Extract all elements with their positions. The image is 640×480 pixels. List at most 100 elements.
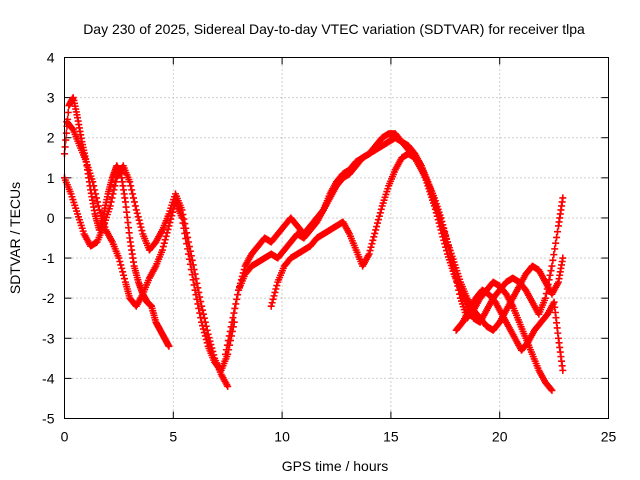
x-tick-label: 0 — [61, 429, 69, 445]
data-point — [553, 233, 561, 241]
data-point — [185, 255, 193, 263]
data-point — [61, 143, 69, 151]
data-point — [366, 247, 374, 255]
data-point — [164, 225, 172, 233]
data-point — [199, 325, 207, 333]
data-point — [128, 186, 136, 194]
data-point — [550, 251, 558, 259]
series-track-b — [61, 94, 173, 350]
data-point — [194, 300, 202, 308]
y-tick-label: 0 — [47, 210, 55, 226]
data-point — [203, 339, 211, 347]
y-tick-label: 1 — [47, 170, 55, 186]
data-point — [226, 327, 234, 335]
data-point — [373, 223, 381, 231]
data-point — [559, 254, 567, 262]
data-point — [374, 219, 382, 227]
data-point — [129, 190, 137, 198]
data-point — [559, 366, 567, 374]
data-point — [232, 300, 240, 308]
data-point — [137, 223, 145, 231]
data-point — [376, 209, 384, 217]
y-axis-label: SDTVAR / TECUs — [7, 182, 23, 294]
series-track-a — [61, 162, 232, 390]
data-point — [224, 382, 232, 390]
data-point — [223, 341, 231, 349]
y-tick-label: -2 — [42, 290, 55, 306]
data-point — [131, 202, 139, 210]
data-point — [374, 216, 382, 224]
data-point — [183, 240, 191, 248]
x-tick-label: 20 — [492, 429, 508, 445]
data-point — [159, 243, 167, 251]
data-point — [233, 295, 241, 303]
data-point — [163, 229, 171, 237]
data-point — [197, 314, 205, 322]
data-point — [169, 208, 177, 216]
data-point — [228, 318, 236, 326]
data-point — [222, 350, 230, 358]
x-tick-label: 5 — [169, 429, 177, 445]
x-axis-label: GPS time / hours — [282, 458, 389, 474]
data-point — [201, 332, 209, 340]
data-point — [222, 346, 230, 354]
data-point — [370, 233, 378, 241]
data-point — [117, 261, 125, 269]
data-point — [193, 295, 201, 303]
data-point — [132, 206, 140, 214]
data-point — [135, 216, 143, 224]
data-point — [549, 256, 557, 264]
x-tick-label: 10 — [274, 429, 290, 445]
data-point — [185, 250, 193, 258]
data-point — [161, 236, 169, 244]
y-tick-label: -1 — [42, 250, 55, 266]
data-point — [93, 194, 101, 202]
data-point — [181, 229, 189, 237]
data-point — [225, 332, 233, 340]
data-point — [136, 220, 144, 228]
data-point — [365, 250, 373, 258]
data-point — [133, 209, 141, 217]
data-point — [62, 129, 70, 137]
data-point — [267, 302, 275, 310]
data-point — [273, 282, 281, 290]
data-point — [168, 212, 176, 220]
data-point — [192, 291, 200, 299]
x-tick-label: 25 — [601, 429, 617, 445]
data-point — [134, 213, 142, 221]
data-point — [108, 194, 116, 202]
data-point — [271, 288, 279, 296]
data-point — [231, 304, 239, 312]
data-point — [118, 264, 126, 272]
data-point — [178, 214, 186, 222]
data-point — [91, 186, 99, 194]
y-tick-label: -3 — [42, 330, 55, 346]
data-point — [268, 299, 276, 307]
data-point — [199, 322, 207, 330]
data-point — [89, 178, 97, 186]
data-point — [367, 243, 375, 251]
y-tick-label: 4 — [47, 50, 55, 66]
data-point — [160, 239, 168, 247]
data-point — [130, 194, 138, 202]
data-point — [111, 182, 119, 190]
data-point — [195, 304, 203, 312]
data-point — [126, 178, 134, 186]
data-point — [234, 291, 242, 299]
data-point — [371, 229, 379, 237]
data-point — [189, 276, 197, 284]
y-tick-label: -4 — [42, 370, 55, 386]
data-point — [547, 385, 555, 393]
data-point — [269, 295, 277, 303]
data-point — [548, 386, 556, 394]
data-point — [94, 202, 102, 210]
data-point — [272, 285, 280, 293]
data-points — [61, 94, 567, 394]
data-point — [64, 109, 72, 117]
data-point — [186, 260, 194, 268]
data-point — [368, 240, 376, 248]
data-point — [165, 342, 173, 350]
data-point — [229, 314, 237, 322]
data-point — [202, 335, 210, 343]
data-point — [227, 323, 235, 331]
